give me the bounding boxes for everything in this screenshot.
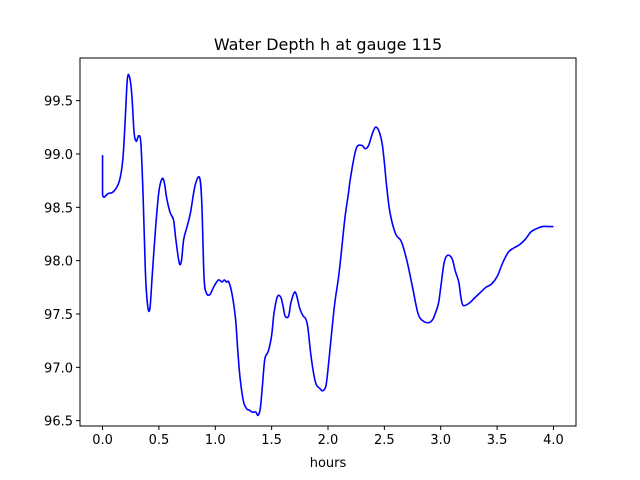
x-tick-label: 0.0: [92, 433, 113, 448]
x-tick-label: 3.5: [487, 433, 508, 448]
x-tick-label: 1.0: [205, 433, 226, 448]
y-axis-ticks: 96.5 97.0 97.5 98.0 98.5 99.0 99.5: [44, 95, 80, 430]
chart-title: Water Depth h at gauge 115: [214, 35, 442, 54]
series-line-0: [101, 73, 554, 417]
x-axis-label: hours: [310, 456, 347, 471]
y-tick-label: 99.5: [44, 95, 73, 110]
x-tick-label: 2.5: [374, 433, 395, 448]
x-tick-label: 2.0: [318, 433, 339, 448]
x-tick-label: 1.5: [261, 433, 282, 448]
y-tick-label: 98.5: [44, 201, 73, 216]
x-tick-label: 4.0: [543, 433, 564, 448]
x-tick-label: 3.0: [430, 433, 451, 448]
x-axis-ticks: 0.0 0.5 1.0 1.5 2.0 2.5 3.0 3.5 4.0: [92, 426, 564, 448]
y-tick-label: 97.5: [44, 308, 73, 323]
plot-area-frame: [79, 57, 577, 427]
x-tick-label: 0.5: [149, 433, 170, 448]
y-tick-label: 99.0: [44, 148, 73, 163]
y-tick-label: 96.5: [44, 415, 73, 430]
y-tick-label: 97.0: [44, 361, 73, 376]
y-tick-label: 98.0: [44, 255, 73, 270]
